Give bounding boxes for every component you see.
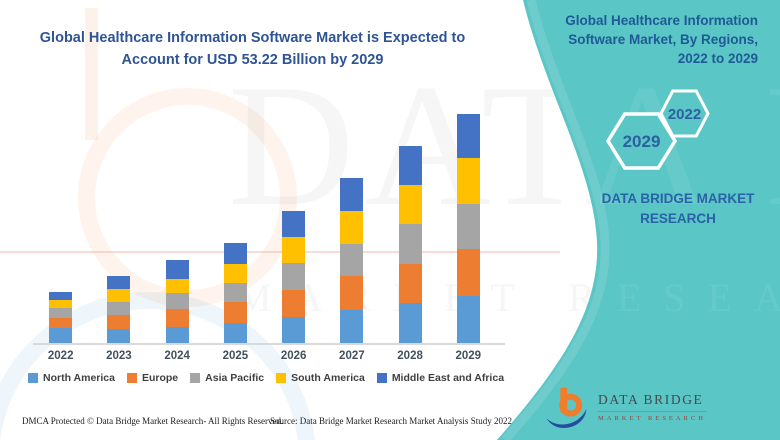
bar-segment-europe — [223, 302, 247, 324]
bar-segment-south-america — [49, 300, 73, 309]
bar-segment-europe — [107, 315, 131, 329]
bar-segment-europe — [398, 263, 422, 303]
x-axis-label-2029: 2029 — [455, 350, 482, 362]
legend-swatch — [190, 373, 201, 383]
legend-label: Europe — [141, 372, 179, 384]
bar-segment-south-america — [282, 237, 306, 264]
legend-item-asia-pacific: Asia Pacific — [190, 372, 264, 384]
bar-segment-europe — [165, 308, 189, 327]
panel-brand-text: DATA BRIDGE MARKET RESEARCH — [601, 191, 755, 227]
bar-segment-middle-east-and-africa — [282, 211, 306, 238]
bar-segment-north-america — [456, 295, 480, 343]
bar-2025 — [223, 242, 247, 343]
legend-label: South America — [291, 372, 365, 384]
x-axis-label-2024: 2024 — [164, 350, 190, 362]
bar-segment-asia-pacific — [107, 301, 131, 316]
bar-segment-south-america — [456, 158, 480, 204]
footer-dmca-text: DMCA Protected © Data Bridge Market Rese… — [22, 416, 284, 426]
x-axis-label-2028: 2028 — [397, 350, 423, 362]
x-axis-line — [33, 343, 505, 345]
dbmr-logo-name: DATA BRIDGE — [598, 392, 706, 412]
bar-segment-south-america — [398, 184, 422, 225]
bar-segment-north-america — [107, 328, 131, 343]
bar-segment-north-america — [398, 302, 422, 343]
x-axis-label-2023: 2023 — [106, 350, 132, 362]
bar-segment-middle-east-and-africa — [398, 146, 422, 185]
bar-segment-europe — [456, 248, 480, 296]
bar-segment-europe — [340, 275, 364, 310]
chart-legend: North America Europe Asia Pacific South Ame… — [28, 372, 504, 384]
bar-segment-middle-east-and-africa — [165, 260, 189, 280]
bar-segment-asia-pacific — [223, 282, 247, 303]
bar-2022 — [49, 292, 73, 343]
bar-segment-south-america — [107, 288, 131, 302]
dbmr-logo-subtitle: MARKET RESEARCH — [598, 414, 706, 422]
x-axis-label-2022: 2022 — [47, 350, 74, 362]
bar-2024 — [165, 260, 189, 343]
bar-segment-north-america — [165, 326, 189, 343]
x-axis-label-2026: 2026 — [280, 350, 307, 362]
legend-item-south-america: South America — [276, 372, 365, 384]
legend-label: Middle East and Africa — [391, 372, 505, 384]
panel-title: Global Healthcare Information Software M… — [565, 13, 758, 67]
bar-2029 — [456, 113, 480, 343]
watermark-ghost-line2: MARKET RESEARCH — [600, 275, 780, 320]
bar-segment-south-america — [223, 263, 247, 283]
bar-segment-asia-pacific — [282, 263, 306, 291]
bar-segment-asia-pacific — [398, 224, 422, 264]
dbmr-logo-text: DATA BRIDGE MARKET RESEARCH — [598, 392, 706, 422]
legend-swatch — [276, 373, 287, 383]
bar-segment-middle-east-and-africa — [456, 113, 480, 159]
bar-segment-asia-pacific — [49, 308, 73, 319]
legend-item-europe: Europe — [126, 372, 179, 384]
legend-swatch — [28, 373, 38, 383]
bar-segment-middle-east-and-africa — [107, 276, 131, 289]
bar-2027 — [340, 177, 364, 343]
bar-segment-middle-east-and-africa — [340, 177, 364, 211]
watermark-text-line2: MARKET RESEARCH — [236, 275, 780, 320]
hexagon-2022-label: 2022 — [668, 106, 701, 123]
legend-label: Asia Pacific — [205, 372, 265, 384]
legend-item-middle-east-and-africa: Middle East and Africa — [376, 372, 505, 384]
footer-source-text: Source: Data Bridge Market Research Mark… — [270, 416, 512, 426]
bar-2028 — [398, 146, 422, 343]
legend-swatch — [376, 373, 387, 383]
x-axis-label-2027: 2027 — [339, 350, 365, 362]
bar-segment-south-america — [165, 279, 189, 294]
bar-2023 — [107, 276, 131, 343]
bar-segment-asia-pacific — [340, 244, 364, 276]
hexagon-2029-label: 2029 — [623, 132, 661, 151]
hexagon-badges: 2029 2022 — [605, 89, 710, 170]
bar-segment-north-america — [49, 328, 73, 343]
x-axis-label-2025: 2025 — [222, 350, 249, 362]
bar-segment-north-america — [340, 309, 364, 343]
bar-segment-middle-east-and-africa — [223, 242, 247, 264]
bar-2026 — [282, 211, 306, 343]
logo-orange-bowl — [559, 393, 583, 417]
dbmr-logo-icon — [546, 387, 587, 428]
bar-segment-north-america — [282, 317, 306, 343]
legend-label: North America — [43, 372, 115, 384]
bar-segment-asia-pacific — [456, 203, 480, 249]
chart-title: Global Healthcare Information Software M… — [39, 30, 466, 68]
bar-segment-asia-pacific — [165, 293, 189, 309]
bar-segment-europe — [282, 290, 306, 318]
bar-segment-north-america — [223, 323, 247, 343]
legend-item-north-america: North America — [28, 372, 115, 384]
bar-segment-europe — [49, 318, 73, 329]
bar-segment-south-america — [340, 210, 364, 245]
dbmr-logo: DATA BRIDGE MARKET RESEARCH — [545, 386, 706, 432]
legend-swatch — [126, 373, 137, 383]
bar-segment-middle-east-and-africa — [49, 292, 73, 301]
